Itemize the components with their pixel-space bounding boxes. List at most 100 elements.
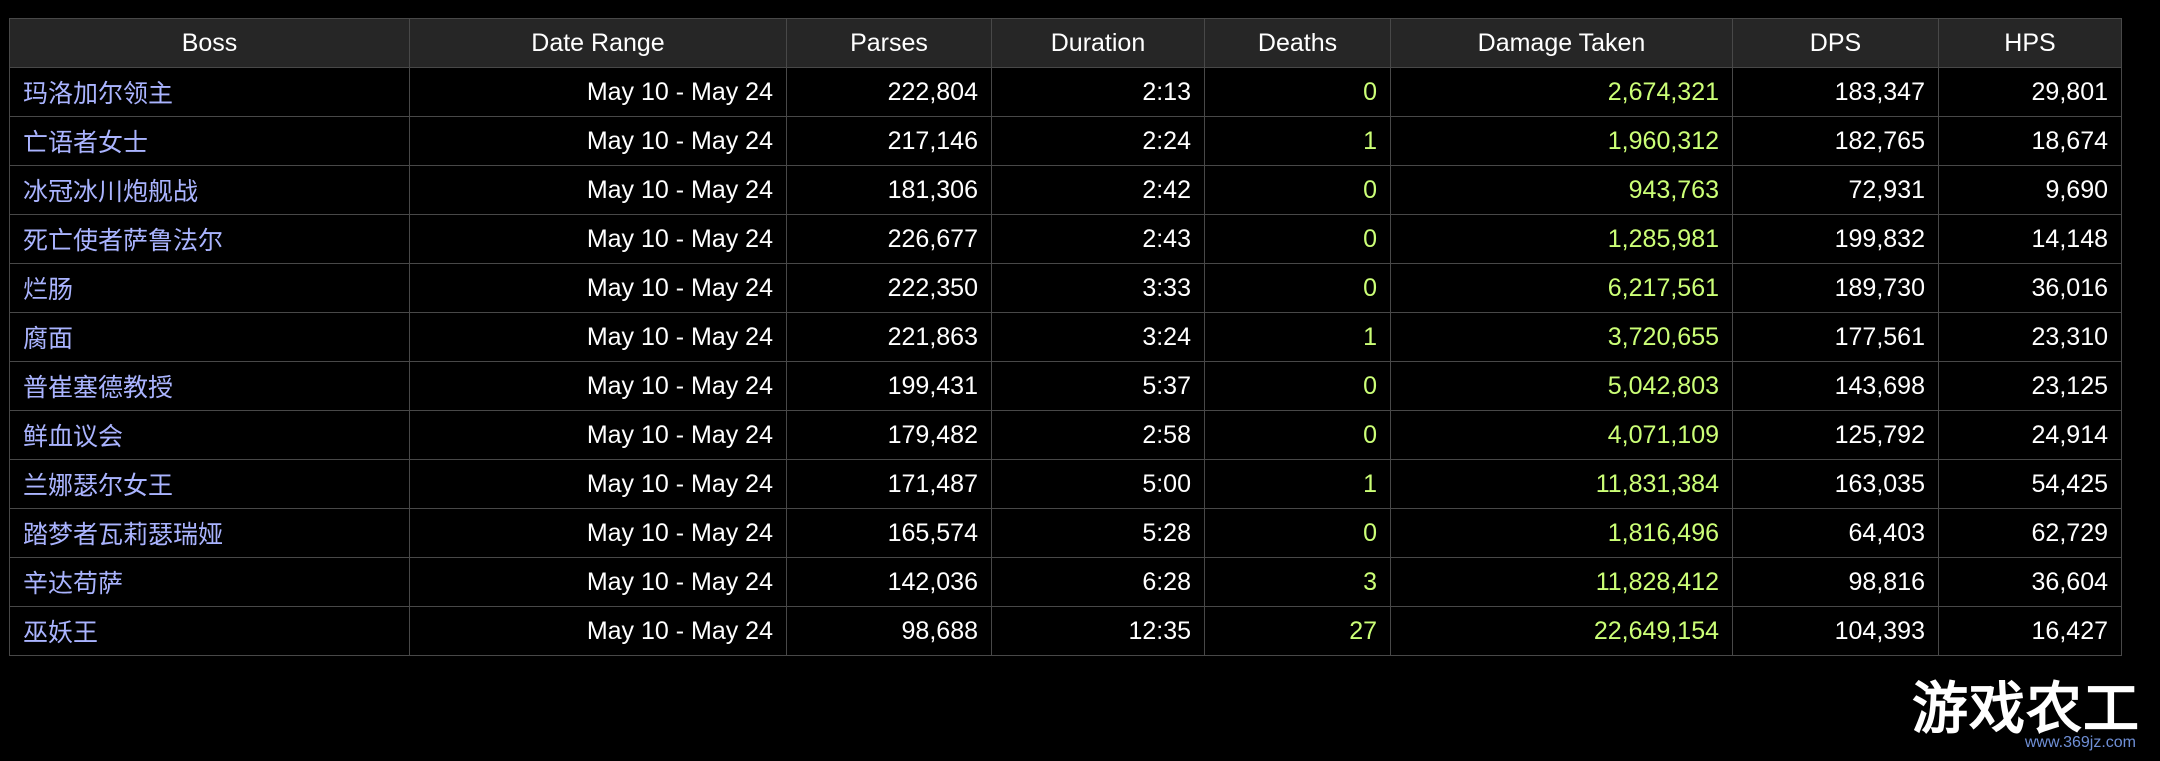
table-row: 玛洛加尔领主 May 10 - May 24 222,804 2:13 0 2,674,3… [9,67,2122,117]
deaths-cell: 1 [1204,116,1391,166]
parses-cell: 179,482 [786,410,992,460]
col-header-hps[interactable]: HPS [1938,18,2122,68]
col-header-date-range[interactable]: Date Range [409,18,787,68]
hps-cell: 23,125 [1938,361,2122,411]
hps-cell: 54,425 [1938,459,2122,509]
boss-name-link[interactable]: 冰冠冰川炮舰战 [9,165,410,215]
dps-cell: 104,393 [1732,606,1939,656]
duration-cell: 2:43 [991,214,1205,264]
hps-cell: 23,310 [1938,312,2122,362]
damage-taken-cell: 1,960,312 [1390,116,1733,166]
deaths-cell: 0 [1204,361,1391,411]
watermark-url: www.369jz.com [2024,734,2136,751]
parses-cell: 217,146 [786,116,992,166]
damage-taken-cell: 1,816,496 [1390,508,1733,558]
boss-name-link[interactable]: 死亡使者萨鲁法尔 [9,214,410,264]
date-range-cell: May 10 - May 24 [409,361,787,411]
duration-cell: 3:33 [991,263,1205,313]
boss-name-link[interactable]: 普崔塞德教授 [9,361,410,411]
boss-name-link[interactable]: 踏梦者瓦莉瑟瑞娅 [9,508,410,558]
boss-name-link[interactable]: 辛达苟萨 [9,557,410,607]
date-range-cell: May 10 - May 24 [409,67,787,117]
boss-name-link[interactable]: 兰娜瑟尔女王 [9,459,410,509]
deaths-cell: 0 [1204,410,1391,460]
damage-taken-cell: 1,285,981 [1390,214,1733,264]
parses-cell: 222,350 [786,263,992,313]
table-header-row: Boss Date Range Parses Duration Deaths D… [9,18,2122,68]
boss-stats-table: Boss Date Range Parses Duration Deaths D… [9,18,2122,656]
col-header-damage-taken[interactable]: Damage Taken [1390,18,1733,68]
duration-cell: 5:28 [991,508,1205,558]
parses-cell: 142,036 [786,557,992,607]
table-row: 死亡使者萨鲁法尔 May 10 - May 24 226,677 2:43 0 1,285… [9,214,2122,264]
hps-cell: 14,148 [1938,214,2122,264]
boss-name-link[interactable]: 玛洛加尔领主 [9,67,410,117]
deaths-cell: 0 [1204,263,1391,313]
date-range-cell: May 10 - May 24 [409,214,787,264]
dps-cell: 177,561 [1732,312,1939,362]
col-header-boss[interactable]: Boss [9,18,410,68]
date-range-cell: May 10 - May 24 [409,410,787,460]
col-header-parses[interactable]: Parses [786,18,992,68]
table-row: 巫妖王 May 10 - May 24 98,688 12:35 27 22,649,15… [9,606,2122,656]
deaths-cell: 0 [1204,508,1391,558]
parses-cell: 165,574 [786,508,992,558]
dps-cell: 182,765 [1732,116,1939,166]
table-row: 烂肠 May 10 - May 24 222,350 3:33 0 6,217,561 18… [9,263,2122,313]
duration-cell: 5:00 [991,459,1205,509]
dps-cell: 125,792 [1732,410,1939,460]
date-range-cell: May 10 - May 24 [409,459,787,509]
deaths-cell: 1 [1204,312,1391,362]
hps-cell: 36,604 [1938,557,2122,607]
deaths-cell: 0 [1204,165,1391,215]
damage-taken-cell: 11,831,384 [1390,459,1733,509]
col-header-deaths[interactable]: Deaths [1204,18,1391,68]
damage-taken-cell: 2,674,321 [1390,67,1733,117]
parses-cell: 171,487 [786,459,992,509]
dps-cell: 64,403 [1732,508,1939,558]
hps-cell: 62,729 [1938,508,2122,558]
parses-cell: 181,306 [786,165,992,215]
dps-cell: 98,816 [1732,557,1939,607]
boss-name-link[interactable]: 巫妖王 [9,606,410,656]
duration-cell: 2:42 [991,165,1205,215]
col-header-duration[interactable]: Duration [991,18,1205,68]
table-row: 踏梦者瓦莉瑟瑞娅 May 10 - May 24 165,574 5:28 0 1,816… [9,508,2122,558]
duration-cell: 6:28 [991,557,1205,607]
boss-name-link[interactable]: 腐面 [9,312,410,362]
duration-cell: 12:35 [991,606,1205,656]
table-row: 亡语者女士 May 10 - May 24 217,146 2:24 1 1,960,31… [9,116,2122,166]
dps-cell: 72,931 [1732,165,1939,215]
watermark: 游戏农工 www.369jz.com [1912,664,2139,756]
col-header-dps[interactable]: DPS [1732,18,1939,68]
duration-cell: 5:37 [991,361,1205,411]
deaths-cell: 0 [1204,67,1391,117]
duration-cell: 3:24 [991,312,1205,362]
date-range-cell: May 10 - May 24 [409,263,787,313]
damage-taken-cell: 22,649,154 [1390,606,1733,656]
dps-cell: 183,347 [1732,67,1939,117]
table-row: 辛达苟萨 May 10 - May 24 142,036 6:28 3 11,828,41… [9,557,2122,607]
boss-name-link[interactable]: 烂肠 [9,263,410,313]
boss-name-link[interactable]: 亡语者女士 [9,116,410,166]
damage-taken-cell: 11,828,412 [1390,557,1733,607]
date-range-cell: May 10 - May 24 [409,165,787,215]
dps-cell: 189,730 [1732,263,1939,313]
hps-cell: 9,690 [1938,165,2122,215]
table-row: 鲜血议会 May 10 - May 24 179,482 2:58 0 4,071,109… [9,410,2122,460]
hps-cell: 36,016 [1938,263,2122,313]
duration-cell: 2:13 [991,67,1205,117]
damage-taken-cell: 5,042,803 [1390,361,1733,411]
parses-cell: 226,677 [786,214,992,264]
damage-taken-cell: 943,763 [1390,165,1733,215]
boss-name-link[interactable]: 鲜血议会 [9,410,410,460]
hps-cell: 24,914 [1938,410,2122,460]
parses-cell: 98,688 [786,606,992,656]
date-range-cell: May 10 - May 24 [409,312,787,362]
damage-taken-cell: 6,217,561 [1390,263,1733,313]
deaths-cell: 1 [1204,459,1391,509]
damage-taken-cell: 4,071,109 [1390,410,1733,460]
hps-cell: 16,427 [1938,606,2122,656]
hps-cell: 18,674 [1938,116,2122,166]
date-range-cell: May 10 - May 24 [409,557,787,607]
